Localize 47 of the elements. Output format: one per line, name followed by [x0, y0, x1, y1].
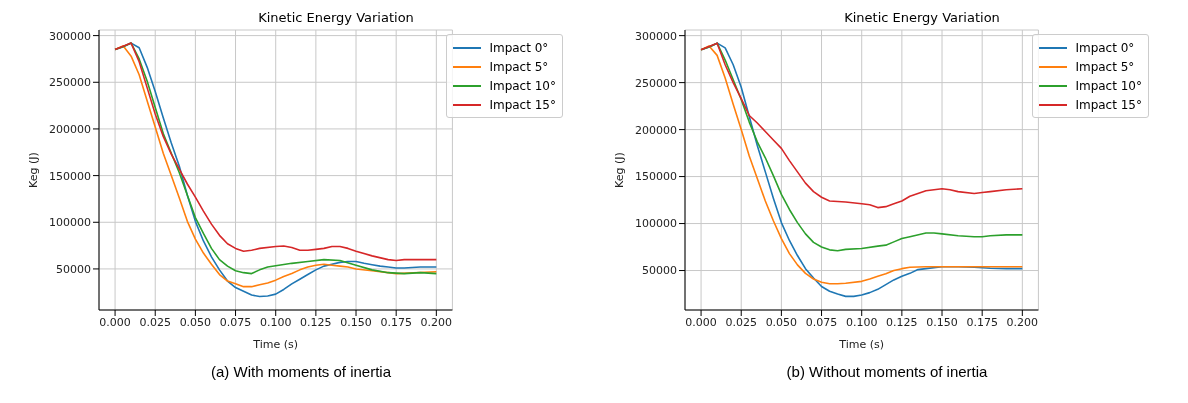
legend-label: Impact 15°	[489, 97, 556, 112]
y-axis-title: Keg (J)	[26, 152, 40, 188]
y-tick-label: 100000	[635, 217, 677, 231]
line-series	[700, 42, 1024, 209]
y-axis-title: Keg (J)	[612, 152, 626, 188]
y-tick-label: 250000	[635, 76, 677, 90]
legend-label: Impact 10°	[1075, 78, 1142, 93]
x-axis-title: Time (s)	[838, 338, 885, 351]
x-tick-label: 0.050	[179, 315, 212, 329]
x-axis-title: Time (s)	[252, 338, 299, 351]
y-tick-label: 150000	[635, 170, 677, 184]
x-tick-label: 0.000	[99, 315, 131, 329]
y-tick-label: 300000	[635, 29, 677, 43]
legend-label: Impact 0°	[489, 40, 549, 55]
chart-title: Kinetic Energy Variation	[844, 10, 1000, 25]
x-tick-label: 0.150	[926, 315, 958, 329]
y-tick-label: 250000	[49, 76, 91, 90]
legend-label: Impact 5°	[1075, 59, 1135, 74]
x-tick-label: 0.025	[725, 315, 757, 329]
x-tick-label: 0.175	[966, 315, 998, 329]
x-tick-label: 0.075	[219, 315, 252, 329]
text: (b) Without moments of inertia	[786, 363, 988, 380]
x-tick-label: 0.125	[300, 315, 332, 329]
x-tick-label: 0.000	[685, 315, 717, 329]
x-tick-label: 0.100	[845, 315, 878, 329]
y-tick-label: 50000	[642, 264, 677, 278]
x-tick-label: 0.150	[340, 315, 372, 329]
x-tick-label: 0.200	[420, 315, 453, 329]
y-tick-label: 100000	[49, 216, 91, 230]
x-tick-label: 0.025	[139, 315, 171, 329]
text: (a) With moments of inertia	[210, 363, 392, 380]
x-tick-label: 0.175	[380, 315, 412, 329]
legend-label: Impact 10°	[489, 78, 556, 93]
chart-title: Kinetic Energy Variation	[258, 10, 414, 25]
x-tick-label: 0.125	[886, 315, 918, 329]
legend-label: Impact 15°	[1075, 97, 1142, 112]
y-tick-label: 200000	[49, 122, 91, 136]
x-tick-label: 0.050	[765, 315, 798, 329]
x-tick-label: 0.200	[1006, 315, 1039, 329]
y-tick-label: 50000	[56, 262, 91, 276]
y-tick-label: 200000	[635, 123, 677, 137]
y-tick-label: 150000	[49, 169, 91, 183]
x-tick-label: 0.075	[805, 315, 838, 329]
x-tick-label: 0.100	[259, 315, 292, 329]
legend-label: Impact 0°	[1075, 40, 1135, 55]
legend-label: Impact 5°	[489, 59, 549, 74]
y-tick-label: 300000	[49, 29, 91, 43]
